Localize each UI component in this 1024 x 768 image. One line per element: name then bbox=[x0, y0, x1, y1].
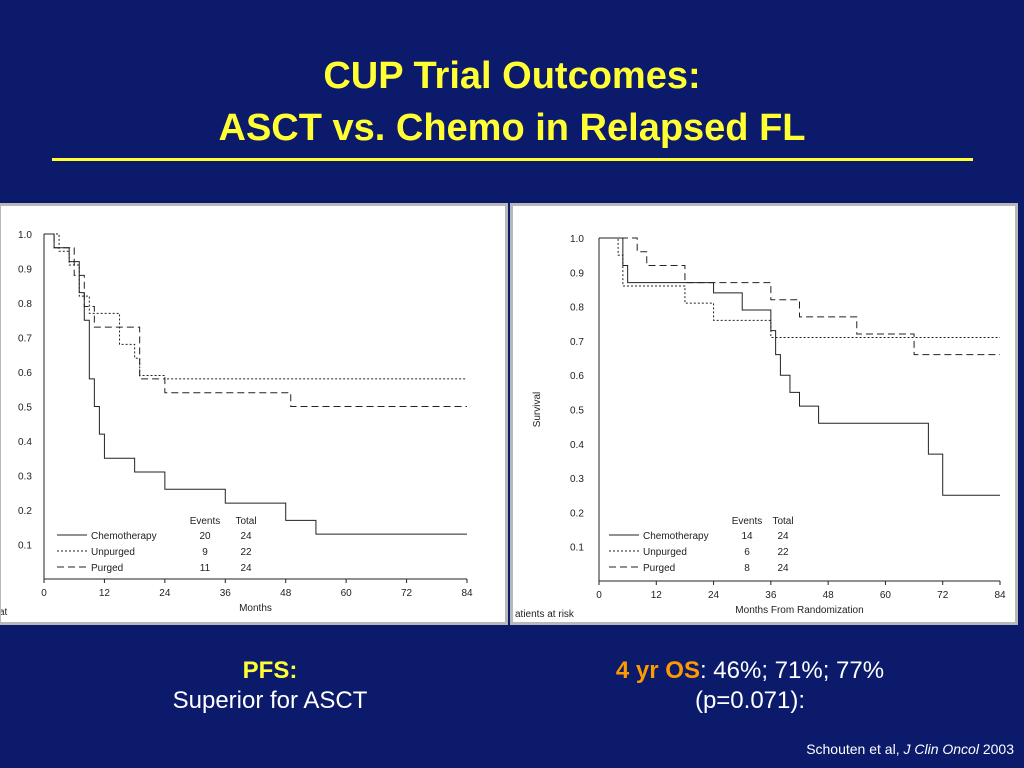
citation: Schouten et al, J Clin Oncol 2003 bbox=[806, 741, 1014, 757]
legend-header-events: Events bbox=[732, 516, 763, 527]
legend-header-total: Total bbox=[235, 516, 256, 527]
x-axis-label: Months From Randomization bbox=[735, 605, 863, 616]
series-line-purged bbox=[44, 233, 467, 407]
y-tick-label: 0.6 bbox=[18, 368, 32, 379]
y-tick-label: 0.9 bbox=[18, 265, 32, 276]
x-tick-label: 84 bbox=[994, 590, 1006, 601]
pfs-caption: PFS: Superior for ASCT bbox=[120, 656, 420, 716]
y-tick-label: 1.0 bbox=[570, 234, 584, 245]
y-tick-label: 0.4 bbox=[570, 440, 584, 451]
y-tick-label: 0.8 bbox=[18, 299, 32, 310]
legend-header-total: Total bbox=[772, 516, 793, 527]
y-tick-label: 0.4 bbox=[18, 437, 32, 448]
y-tick-label: 0.5 bbox=[570, 406, 584, 417]
x-tick-label: 12 bbox=[651, 590, 663, 601]
y-tick-label: 0.3 bbox=[18, 472, 32, 483]
x-tick-label: 0 bbox=[41, 588, 47, 599]
os-caption: 4 yr OS: 46%; 71%; 77% (p=0.071): bbox=[530, 656, 970, 716]
x-tick-label: 84 bbox=[461, 588, 473, 599]
os-chart-panel: 0.1 0.2 0.3 0.4 0.5 0.6 0.7 0.8 0.9 1.0 0 12 24 36 48 6… bbox=[510, 203, 1018, 625]
legend-name: Unpurged bbox=[91, 547, 135, 558]
os-km-chart: 0.1 0.2 0.3 0.4 0.5 0.6 0.7 0.8 0.9 1.0 0 12 24 36 48 6… bbox=[515, 234, 1006, 620]
legend-events-value: 9 bbox=[202, 547, 208, 558]
x-tick-label: 60 bbox=[341, 588, 353, 599]
series-line-unpurged bbox=[599, 237, 1000, 338]
legend-name: Chemotherapy bbox=[91, 531, 157, 542]
pfs-caption-text: Superior for ASCT bbox=[172, 687, 368, 714]
x-tick-label: 48 bbox=[823, 590, 835, 601]
legend-total-value: 22 bbox=[240, 547, 252, 558]
legend-total-value: 24 bbox=[777, 531, 789, 542]
patients-at-risk-label: at bbox=[1, 607, 8, 618]
y-tick-label: 0.6 bbox=[570, 371, 584, 382]
os-caption-heading: 4 yr OS bbox=[615, 657, 700, 684]
legend-name: Chemotherapy bbox=[643, 531, 709, 542]
x-tick-label: 0 bbox=[596, 590, 602, 601]
y-tick-label: 0.5 bbox=[18, 403, 32, 414]
citation-authors: Schouten et al, bbox=[806, 741, 904, 757]
os-caption-pvalue: (p=0.071): bbox=[694, 687, 806, 714]
series-line-chemotherapy bbox=[44, 233, 467, 535]
series-line-purged bbox=[599, 237, 1000, 356]
legend-header-events: Events bbox=[190, 516, 221, 527]
citation-journal: J Clin Oncol bbox=[903, 741, 979, 757]
legend-total-value: 22 bbox=[777, 547, 789, 558]
x-tick-label: 48 bbox=[280, 588, 292, 599]
x-tick-label: 24 bbox=[708, 590, 720, 601]
y-axis-label: Survival bbox=[532, 392, 543, 428]
slide-title-line-1: CUP Trial Outcomes: bbox=[323, 55, 701, 97]
legend-events-value: 20 bbox=[199, 531, 211, 542]
legend-events-value: 11 bbox=[200, 563, 211, 574]
x-tick-label: 36 bbox=[220, 588, 232, 599]
pfs-chart-panel: 0.1 0.2 0.3 0.4 0.5 0.6 0.7 0.8 0.9 1.0 0 12 24 36 48 6… bbox=[0, 203, 508, 625]
y-tick-label: 0.1 bbox=[570, 543, 584, 554]
title-underline bbox=[52, 158, 973, 161]
legend-events-value: 8 bbox=[744, 563, 750, 574]
x-tick-label: 72 bbox=[401, 588, 413, 599]
pfs-caption-heading: PFS: bbox=[242, 657, 298, 684]
series-line-unpurged bbox=[44, 233, 467, 380]
x-axis-label: Months bbox=[239, 603, 272, 614]
legend-events-value: 6 bbox=[744, 547, 750, 558]
citation-year: 2003 bbox=[978, 741, 1014, 757]
y-tick-label: 0.8 bbox=[570, 303, 584, 314]
legend-name: Purged bbox=[643, 563, 675, 574]
x-tick-label: 72 bbox=[937, 590, 949, 601]
x-tick-label: 60 bbox=[880, 590, 892, 601]
y-tick-label: 1.0 bbox=[18, 230, 32, 241]
legend-events-value: 14 bbox=[741, 531, 753, 542]
legend-name: Unpurged bbox=[643, 547, 687, 558]
y-tick-label: 0.2 bbox=[18, 506, 32, 517]
x-tick-label: 36 bbox=[765, 590, 777, 601]
y-tick-label: 0.7 bbox=[18, 334, 32, 345]
y-tick-label: 0.2 bbox=[570, 508, 584, 519]
x-tick-label: 24 bbox=[159, 588, 171, 599]
legend-total-value: 24 bbox=[777, 563, 789, 574]
legend-total-value: 24 bbox=[240, 563, 252, 574]
series-line-chemotherapy bbox=[599, 237, 1000, 496]
slide-title-line-2: ASCT vs. Chemo in Relapsed FL bbox=[218, 107, 806, 149]
pfs-km-chart: 0.1 0.2 0.3 0.4 0.5 0.6 0.7 0.8 0.9 1.0 0 12 24 36 48 6… bbox=[1, 230, 473, 618]
legend-name: Purged bbox=[91, 563, 123, 574]
x-tick-label: 12 bbox=[99, 588, 111, 599]
y-tick-label: 0.3 bbox=[570, 474, 584, 485]
y-tick-label: 0.1 bbox=[18, 541, 32, 552]
y-tick-label: 0.7 bbox=[570, 337, 584, 348]
os-caption-values: : 46%; 71%; 77% bbox=[699, 657, 885, 684]
y-tick-label: 0.9 bbox=[570, 268, 584, 279]
patients-at-risk-label: atients at risk bbox=[515, 609, 575, 620]
legend-total-value: 24 bbox=[240, 531, 252, 542]
